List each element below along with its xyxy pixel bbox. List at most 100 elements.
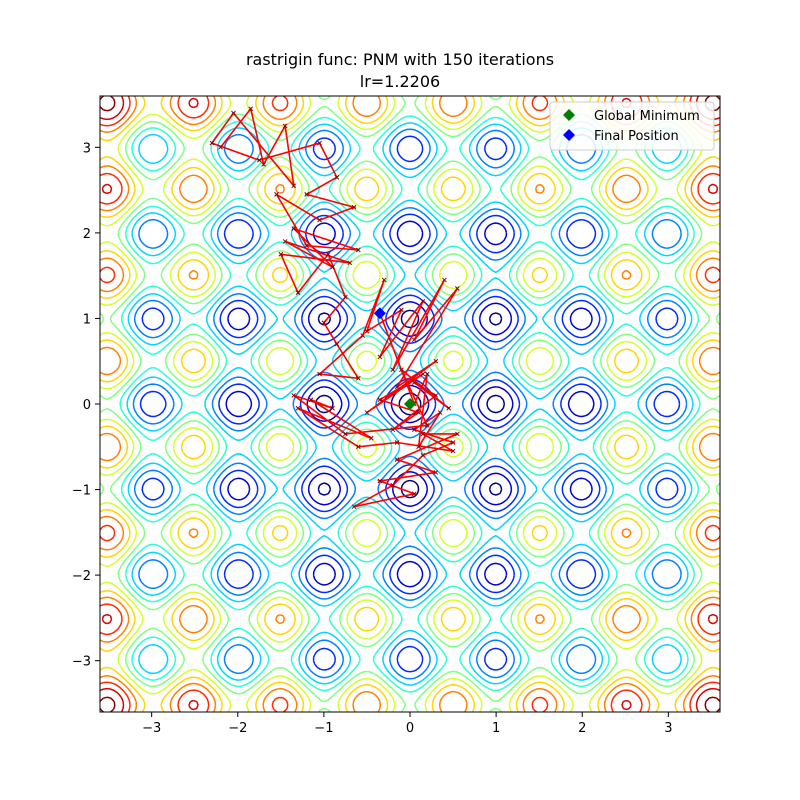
chart-subtitle: lr=1.2206 [359, 72, 441, 91]
path-point-4 [291, 183, 297, 189]
path-point-62 [433, 470, 439, 475]
legend-global-minimum-marker [563, 109, 575, 121]
final-position-marker [373, 307, 386, 320]
path-point-21 [295, 290, 301, 296]
path-point-29 [381, 277, 387, 283]
path-point-61 [394, 457, 400, 462]
path-point-1 [248, 106, 254, 112]
path-point-34 [390, 367, 396, 373]
contour-level-4 [126, 122, 694, 686]
path-point-59 [420, 431, 426, 437]
path-point-51 [291, 393, 297, 398]
contour-level-12 [100, 96, 720, 712]
legend-global-minimum-label: Global Minimum [594, 109, 700, 124]
path-point-50 [343, 431, 348, 437]
path-point-65 [351, 504, 357, 510]
x-tick-label-5: 2 [578, 721, 586, 736]
axis-ticks: −3 −3 −2 −2 −1 −1 0 0 1 1 2 2 3 3 [72, 141, 673, 736]
x-tick-label-3: 0 [406, 721, 414, 736]
path-point-69 [411, 427, 417, 433]
legend-box [549, 101, 715, 151]
path-point-7 [256, 157, 262, 163]
path-point-27 [317, 371, 322, 377]
path-point-15 [355, 247, 361, 253]
path-point-19 [347, 260, 353, 266]
global-minimum-marker [404, 398, 416, 410]
path-point-38 [394, 384, 400, 390]
path-point-35 [442, 277, 447, 283]
path-point-47 [446, 405, 452, 411]
path-point-41 [420, 371, 426, 377]
path-point-37 [455, 286, 460, 291]
y-tick-label-5: 2 [83, 227, 91, 242]
path-point-25 [334, 341, 340, 347]
path-point-44 [390, 427, 396, 433]
x-tick-label-2: −1 [314, 721, 333, 736]
path-point-36 [411, 337, 417, 343]
path-point-10 [304, 192, 310, 197]
path-point-14 [304, 243, 310, 249]
path-point-11 [351, 204, 357, 210]
path-point-18 [282, 239, 288, 244]
path-point-48 [399, 367, 404, 373]
markers [373, 307, 416, 410]
path-point-54 [368, 435, 374, 441]
path-point-42 [377, 397, 383, 403]
legend: Global Minimum Final Position [549, 101, 715, 151]
y-tick-label-0: −3 [72, 655, 91, 670]
path-point-63 [377, 478, 383, 484]
y-tick-label-6: 3 [83, 141, 91, 156]
path-point-39 [433, 358, 439, 364]
x-tick-label-1: −2 [228, 721, 247, 736]
path-point-52 [330, 405, 335, 411]
path-point-33 [420, 298, 426, 304]
x-tick-label-4: 1 [492, 721, 500, 736]
path-point-49 [424, 423, 430, 428]
path-point-53 [308, 397, 314, 403]
path-point-30 [364, 328, 370, 334]
path-point-23 [343, 294, 348, 300]
legend-final-position-marker [563, 129, 575, 141]
path-point-13 [274, 192, 279, 197]
path-point-64 [411, 491, 417, 497]
path-point-57 [394, 440, 400, 445]
path-point-16 [291, 226, 297, 231]
path-point-22 [325, 251, 331, 257]
contour-level-0 [314, 309, 506, 499]
path-point-24 [321, 320, 327, 326]
contour-level-3 [132, 128, 688, 680]
contour-level-5 [119, 115, 701, 693]
path-point-58 [450, 448, 456, 454]
path-point-12 [317, 217, 322, 223]
contour-level-2 [139, 135, 681, 673]
path-point-70 [437, 410, 443, 415]
path-point-68 [450, 440, 456, 445]
path-point-31 [399, 307, 404, 313]
legend-final-position-label: Final Position [594, 129, 679, 144]
y-tick-label-2: −1 [72, 484, 91, 499]
path-point-40 [364, 410, 370, 415]
path-point-28 [360, 333, 365, 338]
path-point-45 [433, 393, 439, 398]
path-point-6 [209, 140, 215, 146]
path-point-60 [455, 431, 460, 437]
x-tick-label-6: 3 [664, 721, 672, 736]
path-point-8 [317, 140, 322, 146]
path-point-66 [390, 482, 396, 488]
path-point-26 [355, 375, 361, 381]
path-point-67 [420, 452, 426, 458]
path-point-56 [355, 444, 361, 450]
path-point-71 [416, 444, 421, 450]
chart-title: rastrigin func: PNM with 150 iterations [245, 50, 555, 69]
y-tick-label-3: 0 [83, 398, 91, 413]
path-point-43 [416, 410, 421, 415]
contour-level-7 [100, 96, 720, 712]
path-point-72 [424, 371, 430, 377]
path-point-20 [278, 251, 284, 257]
path-point-2 [261, 162, 266, 167]
contour-level-1 [225, 220, 595, 588]
path-point-9 [334, 174, 340, 180]
path-point-5 [231, 110, 236, 116]
